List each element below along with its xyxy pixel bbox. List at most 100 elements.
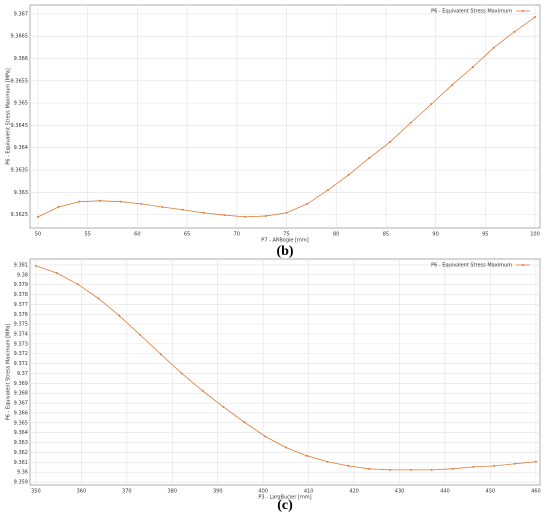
x-tick-label: 65 [184, 232, 190, 238]
y-tick-label: 9.3645 [11, 123, 29, 129]
x-tick-label: 450 [486, 489, 496, 495]
x-axis-title: P7 - ARBogie [mm] [261, 238, 308, 244]
point [181, 208, 184, 211]
y-tick-label: 9.377 [14, 302, 28, 308]
point [76, 283, 79, 286]
plot-area [29, 258, 541, 486]
point [326, 460, 329, 463]
legend-marker [522, 10, 524, 12]
point [161, 206, 164, 209]
point [368, 156, 371, 159]
point [223, 214, 226, 217]
y-tick-label: 9.365 [14, 420, 28, 426]
point [78, 200, 81, 203]
x-tick-label: 90 [432, 232, 438, 238]
y-tick-label: 9.365 [14, 101, 28, 107]
x-tick-label: 440 [440, 489, 450, 495]
y-tick-label: 9.374 [14, 332, 28, 338]
y-tick-label: 9.37 [17, 371, 28, 377]
y-tick-label: 9.364 [14, 145, 28, 151]
point [139, 333, 142, 336]
x-tick-label: 400 [258, 489, 268, 495]
x-tick-label: 85 [383, 232, 389, 238]
x-tick-label: 420 [349, 489, 359, 495]
point [305, 454, 308, 457]
point [534, 460, 537, 463]
x-tick-label: 360 [77, 489, 87, 495]
y-tick-label: 9.371 [14, 361, 28, 367]
point [389, 468, 392, 471]
point [57, 206, 60, 209]
point [244, 215, 247, 218]
y-tick-label: 9.3625 [11, 212, 29, 218]
y-axis-title: P6 - Equivalent Stress Maximum [MPa] [6, 68, 12, 165]
point [409, 121, 412, 124]
y-tick-label: 9.367 [14, 401, 28, 407]
plot-area [29, 4, 541, 229]
x-tick-label: 50 [35, 232, 41, 238]
point [514, 462, 517, 465]
point [55, 272, 58, 275]
point [430, 103, 433, 106]
x-tick-label: 430 [395, 489, 405, 495]
y-tick-label: 9.376 [14, 312, 28, 318]
point [285, 211, 288, 214]
y-tick-label: 9.3665 [11, 34, 29, 40]
y-tick-label: 9.381 [14, 262, 28, 268]
caption: (c) [277, 498, 293, 513]
y-tick-label: 9.3655 [11, 78, 29, 84]
x-tick-label: 370 [122, 489, 132, 495]
legend-marker [522, 264, 524, 266]
point [451, 83, 454, 86]
point [36, 215, 39, 218]
point [347, 173, 350, 176]
y-tick-label: 9.363 [14, 190, 28, 196]
point [140, 202, 143, 205]
y-tick-label: 9.359 [14, 480, 28, 486]
point [534, 16, 537, 19]
point [34, 264, 37, 267]
x-tick-label: 390 [213, 489, 223, 495]
x-tick-label: 55 [84, 232, 90, 238]
point [492, 46, 495, 49]
x-tick-label: 100 [530, 232, 540, 238]
x-tick-label: 410 [304, 489, 314, 495]
x-tick-label: 70 [234, 232, 240, 238]
point [471, 65, 474, 68]
caption: (b) [276, 244, 293, 259]
point [347, 464, 350, 467]
y-tick-label: 9.36 [17, 470, 28, 476]
point [264, 214, 267, 217]
point [326, 189, 329, 192]
y-tick-label: 9.3635 [11, 168, 29, 174]
legend-label: P6 - Equivalent Stress Maximum [431, 9, 512, 15]
y-tick-label: 9.366 [14, 56, 28, 62]
x-tick-label: 80 [333, 232, 339, 238]
y-tick-label: 9.364 [14, 430, 28, 436]
point [243, 421, 246, 424]
point [368, 467, 371, 470]
point [306, 202, 309, 205]
y-axis-title: P6 - Equivalent Stress Maximum [MPa] [6, 324, 12, 421]
x-tick-label: 75 [283, 232, 289, 238]
y-tick-label: 9.378 [14, 292, 28, 298]
x-tick-label: 95 [482, 232, 488, 238]
x-tick-label: 460 [531, 489, 541, 495]
point [118, 314, 121, 317]
y-tick-label: 9.368 [14, 391, 28, 397]
y-tick-label: 9.362 [14, 450, 28, 456]
y-tick-label: 9.369 [14, 381, 28, 387]
legend-label: P6 - Equivalent Stress Maximum [431, 263, 512, 269]
x-tick-label: 60 [134, 232, 140, 238]
point [99, 199, 102, 202]
x-tick-label: 350 [31, 489, 41, 495]
point [180, 372, 183, 375]
point [513, 30, 516, 33]
point [201, 389, 204, 392]
point [493, 464, 496, 467]
point [222, 405, 225, 408]
y-tick-label: 9.379 [14, 282, 28, 288]
point [472, 465, 475, 468]
y-tick-label: 9.366 [14, 410, 28, 416]
